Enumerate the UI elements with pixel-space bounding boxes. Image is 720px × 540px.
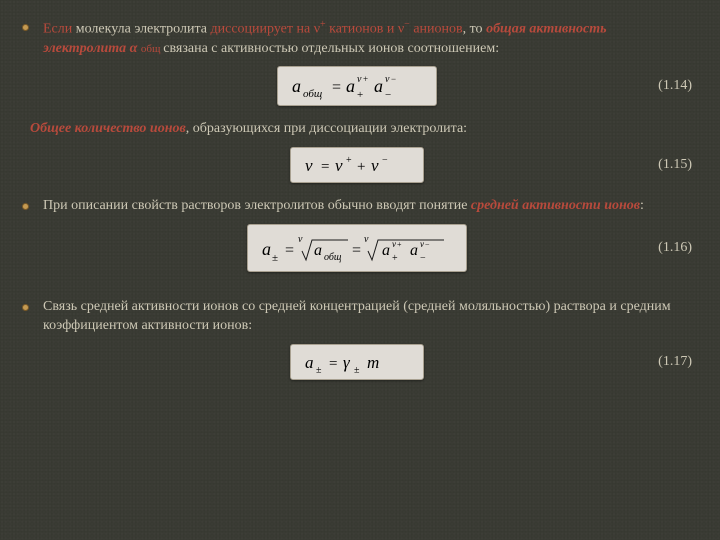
svg-text:−: − bbox=[425, 240, 430, 249]
equation-row-1: a общ = a ν + + a ν − − (1.14) bbox=[22, 66, 692, 106]
paragraph-4: Связь средней активности ионов со средне… bbox=[43, 298, 692, 336]
paragraph-2: Общее количество ионов, образующихся при… bbox=[30, 120, 692, 139]
p1-a: Если bbox=[43, 22, 76, 37]
equation-1-15: ν = ν + + ν − bbox=[290, 147, 424, 183]
svg-text:a: a bbox=[374, 76, 383, 96]
p2-a: Общее количество ионов bbox=[30, 121, 186, 136]
p3-c: : bbox=[640, 198, 644, 213]
svg-text:±: ± bbox=[316, 365, 322, 374]
bullet-item-2: При описании свойств растворов электроли… bbox=[22, 197, 692, 216]
svg-text:ν: ν bbox=[298, 234, 303, 245]
svg-text:−: − bbox=[382, 155, 388, 166]
svg-text:−: − bbox=[385, 89, 391, 100]
svg-text:+: + bbox=[357, 159, 365, 175]
svg-text:+: + bbox=[363, 74, 368, 84]
p1-isub: общ bbox=[141, 43, 163, 55]
svg-text:a: a bbox=[346, 76, 355, 96]
equation-number-1: (1.14) bbox=[658, 78, 692, 94]
bullet-icon bbox=[22, 304, 29, 311]
svg-text:ν: ν bbox=[371, 156, 379, 175]
p1-g: анионов bbox=[410, 22, 463, 37]
bullet-item-1: Если молекула электролита диссоциирует н… bbox=[22, 18, 692, 58]
svg-text:±: ± bbox=[354, 365, 360, 374]
svg-text:−: − bbox=[391, 74, 396, 84]
svg-text:ν: ν bbox=[305, 156, 313, 175]
equation-row-2: ν = ν + + ν − (1.15) bbox=[22, 147, 692, 183]
p1-e: катионов и bbox=[326, 22, 398, 37]
svg-text:a: a bbox=[262, 239, 271, 259]
bullet-icon bbox=[22, 24, 29, 31]
formula-icon: a ± = ν a общ = ν a ν + + a ν − − bbox=[262, 231, 452, 265]
bullet-icon bbox=[22, 203, 29, 210]
svg-text:−: − bbox=[420, 253, 426, 264]
p1-c: диссоциирует на bbox=[210, 22, 313, 37]
svg-text:общ: общ bbox=[303, 88, 322, 100]
svg-text:a: a bbox=[292, 76, 301, 96]
svg-text:=: = bbox=[329, 356, 337, 372]
svg-text:ν: ν bbox=[385, 74, 390, 85]
equation-1-14: a общ = a ν + + a ν − − bbox=[277, 66, 437, 106]
p1-j: связана с активностью отдельных ионов со… bbox=[163, 41, 499, 56]
svg-text:a: a bbox=[314, 242, 322, 259]
svg-text:+: + bbox=[357, 89, 363, 100]
formula-icon: ν = ν + + ν − bbox=[305, 153, 409, 177]
svg-text:a: a bbox=[305, 353, 314, 372]
svg-text:ν: ν bbox=[364, 234, 369, 245]
svg-text:общ: общ bbox=[324, 252, 342, 263]
svg-text:+: + bbox=[397, 240, 402, 249]
svg-text:m: m bbox=[367, 353, 379, 372]
svg-text:=: = bbox=[352, 242, 361, 259]
equation-1-17: a ± = γ ± m bbox=[290, 344, 424, 380]
equation-number-3: (1.16) bbox=[658, 240, 692, 256]
equation-row-4: a ± = γ ± m (1.17) bbox=[22, 344, 692, 380]
svg-text:ν: ν bbox=[357, 74, 362, 85]
svg-text:+: + bbox=[346, 155, 352, 166]
p2-b: , образующихся при диссоциации электроли… bbox=[186, 121, 467, 136]
svg-text:a: a bbox=[410, 242, 418, 259]
slide-content: Если молекула электролита диссоциирует н… bbox=[22, 18, 692, 380]
equation-number-2: (1.15) bbox=[658, 157, 692, 173]
formula-icon: a общ = a ν + + a ν − − bbox=[292, 72, 422, 100]
svg-text:=: = bbox=[321, 159, 329, 175]
svg-text:ν: ν bbox=[420, 239, 424, 249]
p3-a: При описании свойств растворов электроли… bbox=[43, 198, 471, 213]
svg-text:γ: γ bbox=[343, 353, 351, 372]
equation-1-16: a ± = ν a общ = ν a ν + + a ν − − bbox=[247, 224, 467, 272]
p4-a: Связь средней активности ионов со средне… bbox=[43, 299, 671, 333]
svg-text:ν: ν bbox=[392, 239, 396, 249]
svg-text:a: a bbox=[382, 242, 390, 259]
svg-text:+: + bbox=[392, 253, 398, 264]
bullet-item-3: Связь средней активности ионов со средне… bbox=[22, 298, 692, 336]
paragraph-3: При описании свойств растворов электроли… bbox=[43, 197, 692, 216]
svg-text:ν: ν bbox=[335, 156, 343, 175]
p3-b: средней активности ионов bbox=[471, 198, 640, 213]
equation-row-3: a ± = ν a общ = ν a ν + + a ν − − (1.16) bbox=[22, 224, 692, 272]
equation-number-4: (1.17) bbox=[658, 354, 692, 370]
paragraph-1: Если молекула электролита диссоциирует н… bbox=[43, 18, 692, 58]
svg-text:±: ± bbox=[272, 252, 278, 264]
formula-icon: a ± = γ ± m bbox=[305, 350, 409, 374]
p1-b: молекула электролита bbox=[76, 22, 211, 37]
svg-text:=: = bbox=[332, 79, 341, 96]
svg-text:=: = bbox=[285, 242, 294, 259]
p1-h: , то bbox=[463, 22, 486, 37]
